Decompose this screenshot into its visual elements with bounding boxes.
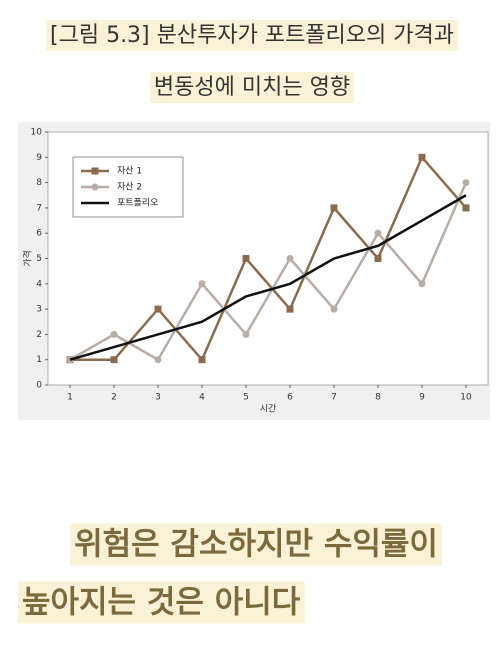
x-tick-label: 1 <box>67 393 73 403</box>
point <box>374 255 382 262</box>
legend-label: 포트폴리오 <box>117 198 158 209</box>
x-tick-label: 10 <box>460 393 472 403</box>
y-tick-label: 2 <box>36 330 42 340</box>
caption: [그림 5.3] 분산투자가 포트폴리오의 가격과 <box>50 23 454 48</box>
point <box>242 255 250 262</box>
point <box>286 255 294 262</box>
y-tick-label: 1 <box>36 355 42 365</box>
point <box>374 229 382 237</box>
y-tick-label: 6 <box>36 229 42 239</box>
y-tick-label: 4 <box>36 279 42 289</box>
y-tick-label: 8 <box>36 178 42 188</box>
series-line <box>69 182 468 362</box>
x-tick-label: 2 <box>111 393 117 403</box>
series-line <box>70 154 467 363</box>
highlight <box>18 581 305 624</box>
highlights <box>18 20 458 624</box>
point <box>418 280 426 288</box>
highlight <box>149 72 355 103</box>
x-tick-label: 4 <box>199 393 205 403</box>
x-tick-label: 7 <box>331 393 337 403</box>
x-tick-label: 9 <box>419 393 425 403</box>
x-tick-label: 8 <box>375 393 381 403</box>
y-tick-label: 5 <box>36 254 42 264</box>
point <box>462 179 470 187</box>
point <box>154 305 162 313</box>
legend-label: 자산 1 <box>117 166 142 177</box>
x-tick-label: 5 <box>243 393 249 403</box>
point <box>286 305 294 313</box>
chart: 0 1 2 3 4 5 6 7 8 9 10 1 2 3 4 5 6 7 8 9 10 시간 가격 자산 1 자산 2 포트폴리오 <box>22 128 472 415</box>
point <box>198 356 206 364</box>
series-line <box>69 194 467 361</box>
point <box>110 356 118 364</box>
highlight <box>70 523 442 566</box>
x-tick-label: 6 <box>287 393 293 403</box>
caption: 변동성에 미치는 영향 <box>154 75 350 100</box>
y-tick-label: 0 <box>36 381 42 391</box>
point <box>154 356 162 364</box>
y-tick-label: 9 <box>36 153 42 163</box>
y-tick-label: 7 <box>36 203 42 213</box>
point <box>330 204 338 212</box>
x-tick-label: 3 <box>155 393 161 403</box>
point <box>242 330 250 338</box>
y-axis-label: 가격 <box>22 250 34 267</box>
body-text: 위험은 감소하지만 수익률이 <box>74 527 438 563</box>
point <box>198 280 206 288</box>
x-axis-label: 시간 <box>260 404 277 415</box>
legend-marker <box>91 183 99 191</box>
point <box>418 153 426 161</box>
highlight <box>46 20 458 51</box>
point <box>110 330 118 338</box>
body-text: 높아지는 것은 아니다 <box>22 585 301 621</box>
point <box>462 204 470 212</box>
point <box>330 305 338 313</box>
legend-marker <box>91 167 99 175</box>
y-tick-label: 3 <box>36 305 42 315</box>
legend-label: 자산 2 <box>117 182 142 193</box>
y-tick-label: 10 <box>31 128 43 138</box>
